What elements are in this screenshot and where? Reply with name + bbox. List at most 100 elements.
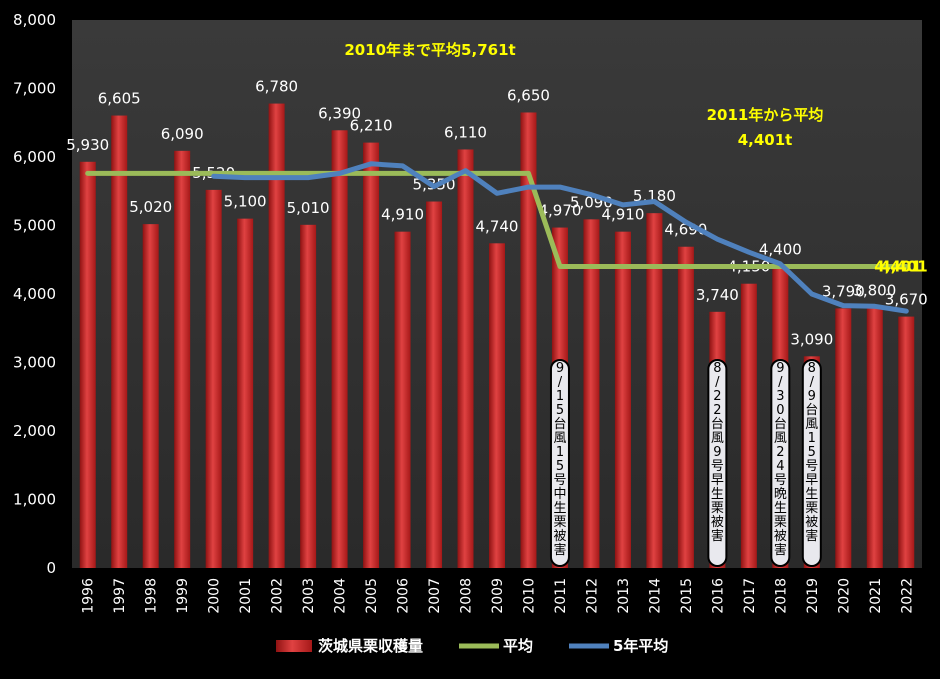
bar — [520, 112, 537, 568]
x-tick-label: 2016 — [710, 578, 726, 614]
bar-data-label: 4,400 — [759, 241, 802, 259]
typhoon-note-char: 5 — [808, 445, 816, 460]
typhoon-note-char: 風 — [774, 431, 787, 446]
x-tick-label: 2020 — [836, 578, 852, 614]
typhoon-note-char: 4 — [776, 459, 784, 474]
bar — [457, 149, 474, 568]
bar-data-label: 4,910 — [381, 206, 424, 224]
typhoon-note-char: / — [715, 375, 720, 390]
x-tick-label: 1998 — [144, 578, 160, 614]
bar-data-label: 6,390 — [318, 104, 361, 122]
bar — [835, 308, 852, 568]
typhoon-note-char: 栗 — [805, 501, 818, 516]
y-axis: 0 1,000 2,000 3,000 4,000 5,000 6,000 7,000 8,00… — [13, 11, 56, 577]
bar-data-label: 5,010 — [287, 199, 330, 217]
bar — [111, 115, 128, 569]
x-tick-label: 2021 — [868, 578, 884, 614]
bar-data-label: 6,605 — [98, 90, 141, 108]
bar-data-label: 5,020 — [129, 198, 172, 216]
typhoon-note-char: 被 — [774, 529, 787, 544]
bar-data-label: 3,740 — [696, 286, 739, 304]
bar-data-label: 5,100 — [224, 193, 267, 211]
typhoon-note-char: 台 — [553, 417, 566, 432]
typhoon-note-char: 風 — [711, 431, 724, 446]
x-tick-label: 2002 — [270, 578, 286, 614]
typhoon-note-char: 2 — [776, 445, 784, 460]
typhoon-note-char: 風 — [805, 417, 818, 432]
y-tick-label: 4,000 — [13, 285, 56, 303]
x-tick-label: 2005 — [364, 578, 380, 614]
typhoon-note-char: 生 — [711, 487, 724, 502]
x-tick-label: 1996 — [81, 578, 97, 614]
typhoon-note-char: / — [558, 375, 563, 390]
typhoon-note-char: 害 — [805, 528, 818, 544]
y-tick-label: 5,000 — [13, 217, 56, 235]
typhoon-note-char: / — [778, 375, 783, 390]
typhoon-note-char: 生 — [774, 501, 787, 516]
typhoon-note-char: 号 — [553, 473, 566, 488]
typhoon-note-box — [549, 359, 570, 567]
typhoon-note-char: 生 — [805, 487, 818, 502]
typhoon-note-char: 害 — [711, 528, 724, 544]
legend: 茨城県栗収穫量 平均 5年平均 — [276, 637, 668, 655]
x-tick-label: 2018 — [773, 578, 789, 614]
bar — [174, 150, 191, 568]
bar — [898, 316, 915, 568]
bar-data-label: 3,790 — [822, 282, 865, 300]
typhoon-note-box — [770, 359, 791, 567]
typhoon-note-char: / — [810, 375, 815, 390]
x-tick-label: 2012 — [584, 578, 600, 614]
x-tick-label: 2010 — [521, 578, 537, 614]
x-tick-label: 2019 — [805, 578, 821, 614]
typhoon-note-char: 号 — [805, 459, 818, 474]
avg-line — [85, 170, 909, 269]
avg-end-label: 4,401 — [874, 258, 921, 276]
x-tick-label: 2009 — [490, 578, 506, 614]
annotation-avg-after-line1: 2011年から平均 — [707, 106, 824, 124]
typhoon-note-char: 中 — [553, 487, 566, 502]
y-tick-label: 7,000 — [13, 80, 56, 98]
typhoon-note-box — [801, 359, 822, 567]
bar-data-labels: 5,9306,6055,0206,0905,5205,1006,7805,010… — [66, 78, 927, 349]
typhoon-note-char: 3 — [776, 389, 784, 404]
bar-data-label: 5,930 — [66, 136, 109, 154]
bar — [205, 189, 222, 568]
bar — [142, 224, 159, 568]
avg-end-label: 4,401 — [880, 258, 927, 276]
legend-item: 平均 — [459, 637, 533, 655]
typhoon-note-char: 台 — [805, 403, 818, 418]
bar — [79, 161, 96, 569]
x-tick-label: 2006 — [396, 578, 412, 614]
typhoon-note-char: 被 — [553, 529, 566, 544]
typhoon-note-char: 栗 — [774, 515, 787, 530]
bar — [268, 103, 285, 568]
legend-label: 茨城県栗収穫量 — [318, 637, 423, 655]
x-tick-label: 2007 — [427, 578, 443, 614]
bar-data-label: 6,650 — [507, 86, 550, 104]
annotations: 2010年まで平均5,761t 2011年から平均 4,401t — [344, 41, 823, 149]
bar-data-label: 4,910 — [601, 206, 644, 224]
typhoon-note-char: 害 — [774, 542, 787, 558]
bar — [489, 243, 505, 568]
y-tick-label: 2,000 — [13, 422, 56, 440]
y-tick-label: 0 — [46, 559, 56, 577]
x-tick-label: 2001 — [238, 578, 254, 614]
bar — [677, 246, 694, 569]
typhoon-note-char: 5 — [556, 403, 564, 418]
typhoon-note-char: 0 — [776, 403, 784, 418]
y-tick-label: 1,000 — [13, 491, 56, 509]
x-tick-label: 1997 — [112, 578, 128, 614]
x-tick-label: 2004 — [333, 578, 349, 614]
typhoon-note-char: 1 — [556, 389, 564, 404]
x-tick-label: 1999 — [175, 578, 191, 614]
typhoon-note-char: 被 — [805, 515, 818, 530]
x-tick-label: 2014 — [647, 578, 663, 614]
typhoon-note-char: 台 — [711, 417, 724, 432]
typhoon-note-box — [707, 359, 728, 567]
